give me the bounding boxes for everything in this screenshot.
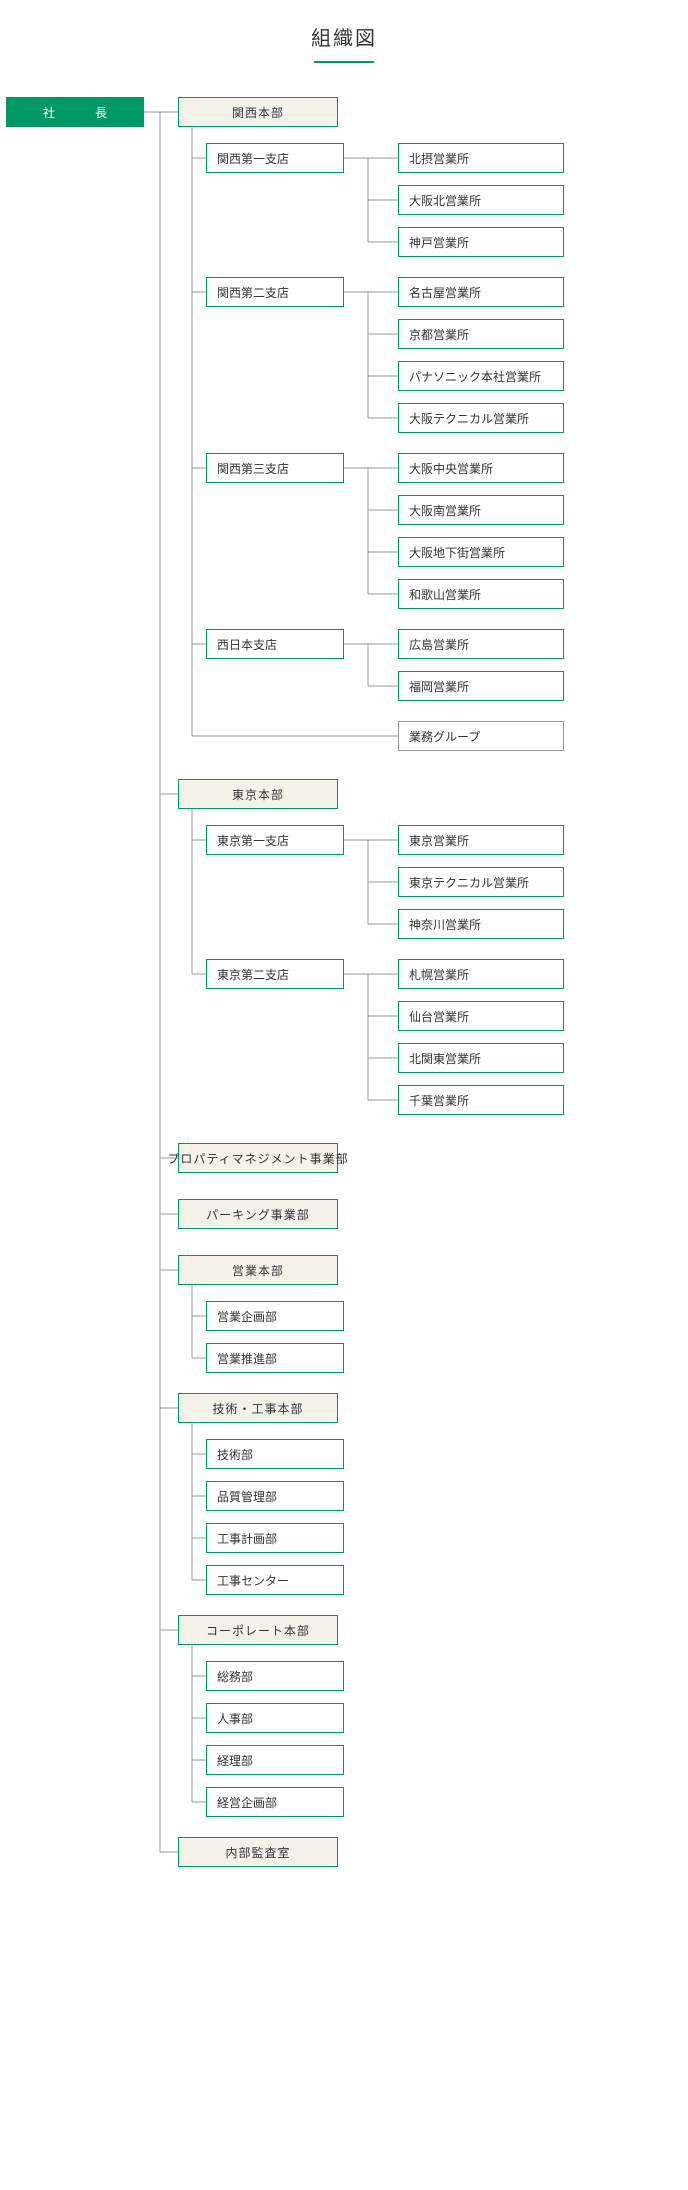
office-1-0-1: 東京テクニカル営業所 (398, 867, 564, 897)
office-0-2-3: 和歌山営業所 (398, 579, 564, 609)
branch-1-1: 東京第二支店 (206, 959, 344, 989)
division-6: コーポレート本部 (178, 1615, 338, 1645)
office-0-2-0: 大阪中央営業所 (398, 453, 564, 483)
branch-6-2: 経理部 (206, 1745, 344, 1775)
branch-4-1: 営業推進部 (206, 1343, 344, 1373)
office-1-1-0: 札幌営業所 (398, 959, 564, 989)
branch-5-1: 品質管理部 (206, 1481, 344, 1511)
branch-1-0: 東京第一支店 (206, 825, 344, 855)
root-president: 社 長 (6, 97, 144, 127)
office-1-0-0: 東京営業所 (398, 825, 564, 855)
office-1-0-2: 神奈川営業所 (398, 909, 564, 939)
office-1-1-2: 北関東営業所 (398, 1043, 564, 1073)
office-1-1-1: 仙台営業所 (398, 1001, 564, 1031)
office-0-3-1: 福岡営業所 (398, 671, 564, 701)
office-0-1-3: 大阪テクニカル営業所 (398, 403, 564, 433)
office-0-1-1: 京都営業所 (398, 319, 564, 349)
branch-5-3: 工事センター (206, 1565, 344, 1595)
branch-5-0: 技術部 (206, 1439, 344, 1469)
division-4: 営業本部 (178, 1255, 338, 1285)
office-0-0-2: 神戸営業所 (398, 227, 564, 257)
branch-4-0: 営業企画部 (206, 1301, 344, 1331)
office-0-1-0: 名古屋営業所 (398, 277, 564, 307)
org-chart: 社 長 関西本部関西第一支店 北摂営業所大阪北営業所神戸営業所関西第二支店 名古屋営業… (0, 97, 688, 1887)
office-0-3-0: 広島営業所 (398, 629, 564, 659)
branch-0-0: 関西第一支店 (206, 143, 344, 173)
branch-6-1: 人事部 (206, 1703, 344, 1733)
branch-0-1: 関西第二支店 (206, 277, 344, 307)
office-0-1-2: パナソニック本社営業所 (398, 361, 564, 391)
page-title: 組織図 (0, 0, 688, 61)
branch-6-0: 総務部 (206, 1661, 344, 1691)
group-0: 業務グループ (398, 721, 564, 751)
division-1: 東京本部 (178, 779, 338, 809)
branch-5-2: 工事計画部 (206, 1523, 344, 1553)
branch-0-3: 西日本支店 (206, 629, 344, 659)
division-0: 関西本部 (178, 97, 338, 127)
division-7: 内部監査室 (178, 1837, 338, 1867)
branch-0-2: 関西第三支店 (206, 453, 344, 483)
division-5: 技術・工事本部 (178, 1393, 338, 1423)
title-underline (314, 61, 374, 63)
office-0-0-0: 北摂営業所 (398, 143, 564, 173)
office-0-2-1: 大阪南営業所 (398, 495, 564, 525)
division-3: パーキング事業部 (178, 1199, 338, 1229)
division-2: プロパティマネジメント事業部 (178, 1143, 338, 1173)
office-1-1-3: 千葉営業所 (398, 1085, 564, 1115)
office-0-0-1: 大阪北営業所 (398, 185, 564, 215)
branch-6-3: 経営企画部 (206, 1787, 344, 1817)
office-0-2-2: 大阪地下街営業所 (398, 537, 564, 567)
